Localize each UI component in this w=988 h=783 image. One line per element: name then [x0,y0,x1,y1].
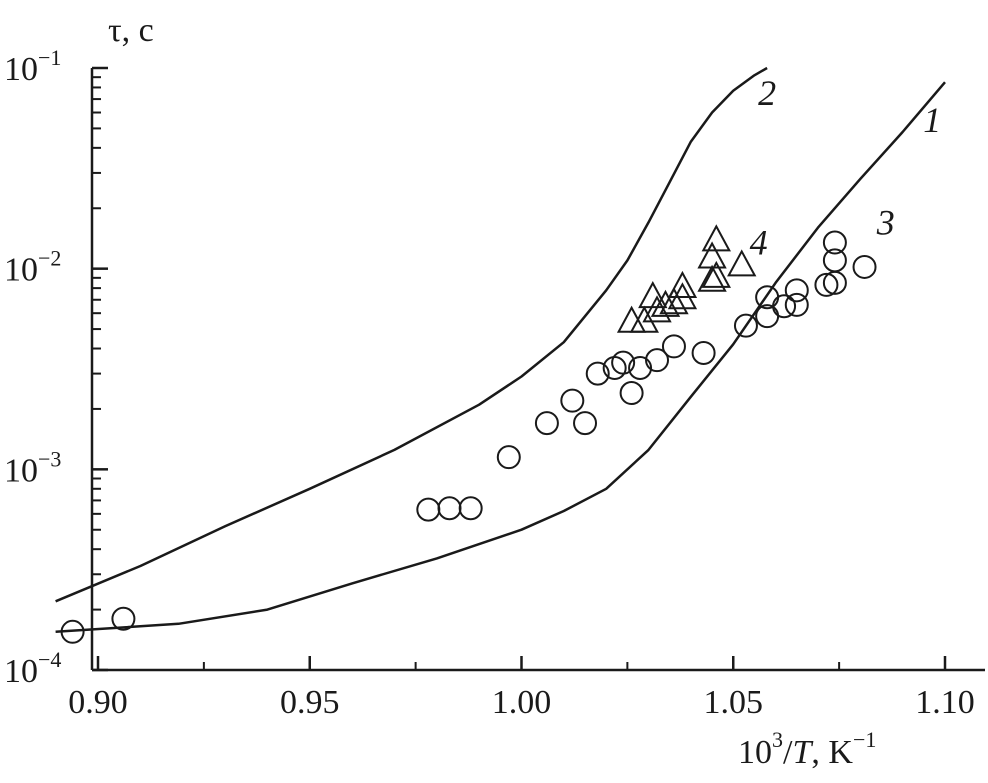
x-axis-title-unit: , K [811,734,853,771]
x-tick-label: 0.95 [280,684,340,721]
point-circle [458,496,483,521]
point-triangle [697,241,727,269]
x-axis-title-slash: / [783,734,793,771]
point-circle [661,334,686,359]
x-axis-title-unit-exp: −1 [853,727,876,752]
series-label-2: 2 [758,73,776,113]
point-triangle [629,305,659,333]
point-circle [534,411,559,436]
point-circle [585,361,610,386]
point-circle [784,292,809,317]
axes [90,68,985,672]
x-tick-label: 1.10 [915,684,975,721]
curves [55,66,946,634]
y-tick-label: 10−4 [4,647,61,690]
point-triangle [667,270,698,298]
point-circle [573,411,598,436]
point-circle [691,340,716,365]
point-circle [60,619,85,644]
y-axis-title: τ, с [108,12,154,49]
point-triangle [701,224,731,252]
point-circle [560,388,585,413]
point-circle [619,381,644,406]
point-circle [496,445,521,470]
point-circle [852,254,877,279]
y-tick-label: 10−1 [4,45,61,88]
point-triangle [659,287,689,315]
point-circle [611,350,636,375]
point-triangle [697,264,727,292]
x-tick-label: 0.90 [68,684,128,721]
point-triangle [616,305,647,333]
point-triangle [727,249,757,277]
point-circle [437,496,462,521]
point-circle [814,272,839,297]
x-axis-title-exp: 3 [772,727,783,752]
x-axis-title: 103/T, K−1 [738,727,876,771]
point-circle [416,497,441,522]
x-tick-label: 1.00 [492,684,552,721]
y-ticks: 10−4 10−3 10−2 10−1 [4,45,108,690]
curve-2 [55,66,768,603]
series-labels: 1 2 3 4 [750,73,942,262]
series-label-3: 3 [876,202,895,242]
y-minor-ticks [92,76,101,611]
markers [60,224,877,644]
point-circle [772,294,797,319]
x-axis-title-base: 10 [738,734,772,771]
point-circle [628,355,653,380]
point-circle [822,248,847,273]
y-tick-label: 10−3 [4,446,61,489]
x-tick-label: 1.05 [704,684,764,721]
y-tick-label: 10−2 [4,246,61,289]
series-label-1: 1 [923,100,941,140]
point-circle [111,606,136,631]
point-triangle [701,260,731,288]
x-axis-title-var: T [792,734,813,771]
point-circle [645,348,670,373]
series-label-4: 4 [750,223,768,263]
curve-1 [55,81,946,634]
point-circle [822,230,847,255]
point-circle [733,313,758,338]
x-ticks: 0.90 0.95 1.00 1.05 1.10 [68,656,975,721]
point-circle [784,278,809,303]
